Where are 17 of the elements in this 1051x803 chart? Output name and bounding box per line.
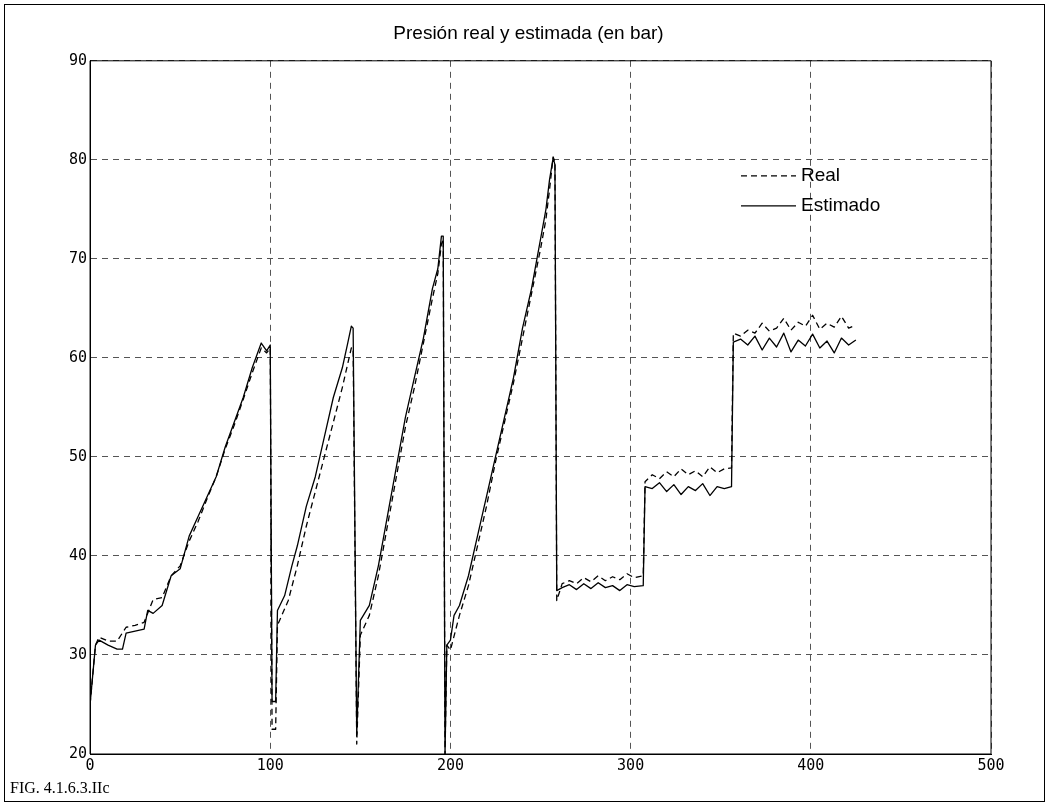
legend-label: Estimado xyxy=(801,194,881,216)
y-tick-label: 60 xyxy=(69,347,88,366)
y-tick-label: 80 xyxy=(69,149,88,168)
caption: FIG. 4.1.6.3.IIc xyxy=(10,779,110,797)
legend-label: Real xyxy=(801,164,841,186)
y-tick-label: 70 xyxy=(69,248,88,267)
x-tick-label: 100 xyxy=(256,755,284,774)
y-tick-label: 50 xyxy=(69,446,88,465)
y-tick-label: 30 xyxy=(69,644,88,663)
x-tick-label: 200 xyxy=(436,755,464,774)
chart-title: Presión real y estimada (en bar) xyxy=(393,21,664,43)
x-tick-label: 300 xyxy=(617,755,645,774)
x-tick-label: 500 xyxy=(977,755,1005,774)
y-tick-label: 90 xyxy=(69,50,88,69)
x-tick-label: 400 xyxy=(797,755,825,774)
x-tick-label: 0 xyxy=(85,755,95,774)
y-tick-label: 40 xyxy=(69,545,88,564)
